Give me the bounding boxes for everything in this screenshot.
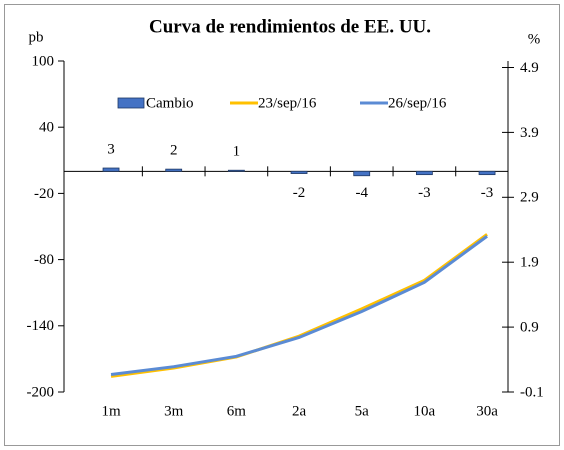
data-label: -3	[418, 185, 431, 201]
bar	[165, 168, 183, 172]
chart-border	[4, 4, 560, 446]
bar	[102, 167, 120, 172]
y-tick-label: 100	[32, 53, 55, 69]
data-label: -3	[481, 185, 494, 201]
bar	[415, 170, 433, 176]
data-label: 1	[233, 144, 241, 160]
x-tick-label: 3m	[164, 403, 184, 419]
legend-label: Cambio	[146, 95, 194, 111]
x-tick-label: 6m	[227, 403, 247, 419]
x-tick-label: 2a	[292, 403, 307, 419]
y-tick-label: -200	[27, 384, 55, 400]
y2-tick-label: 1.9	[520, 255, 539, 271]
bar	[478, 170, 496, 176]
y-axis-label: pb	[29, 29, 44, 45]
x-tick-label: 1m	[101, 403, 121, 419]
bar	[353, 170, 371, 177]
line	[110, 235, 488, 376]
y2-tick-label: 3.9	[520, 125, 539, 141]
y-tick-label: -20	[34, 186, 54, 202]
y2-tick-label: 0.9	[520, 320, 539, 336]
y2-tick-label: -0.1	[520, 384, 544, 400]
y-tick-label: -80	[34, 252, 54, 268]
x-tick-label: 30a	[476, 403, 498, 419]
legend-label: 23/sep/16	[258, 95, 317, 111]
bar	[227, 169, 245, 172]
y-tick-label: -140	[27, 318, 55, 334]
y2-tick-label: 2.9	[520, 190, 539, 206]
legend-label: 26/sep/16	[388, 95, 447, 111]
y-tick-label: 40	[39, 120, 54, 136]
data-label: -2	[293, 185, 306, 201]
y2-axis-label: %	[528, 31, 541, 47]
legend-swatch	[117, 97, 145, 109]
bar	[290, 170, 308, 174]
data-label: -4	[355, 185, 368, 201]
x-tick-label: 10a	[414, 403, 436, 419]
data-label: 3	[107, 141, 115, 157]
y2-tick-label: 4.9	[520, 60, 539, 76]
data-label: 2	[170, 143, 178, 159]
chart-title: Curva de rendimientos de EE. UU.	[149, 16, 431, 37]
x-tick-label: 5a	[355, 403, 370, 419]
